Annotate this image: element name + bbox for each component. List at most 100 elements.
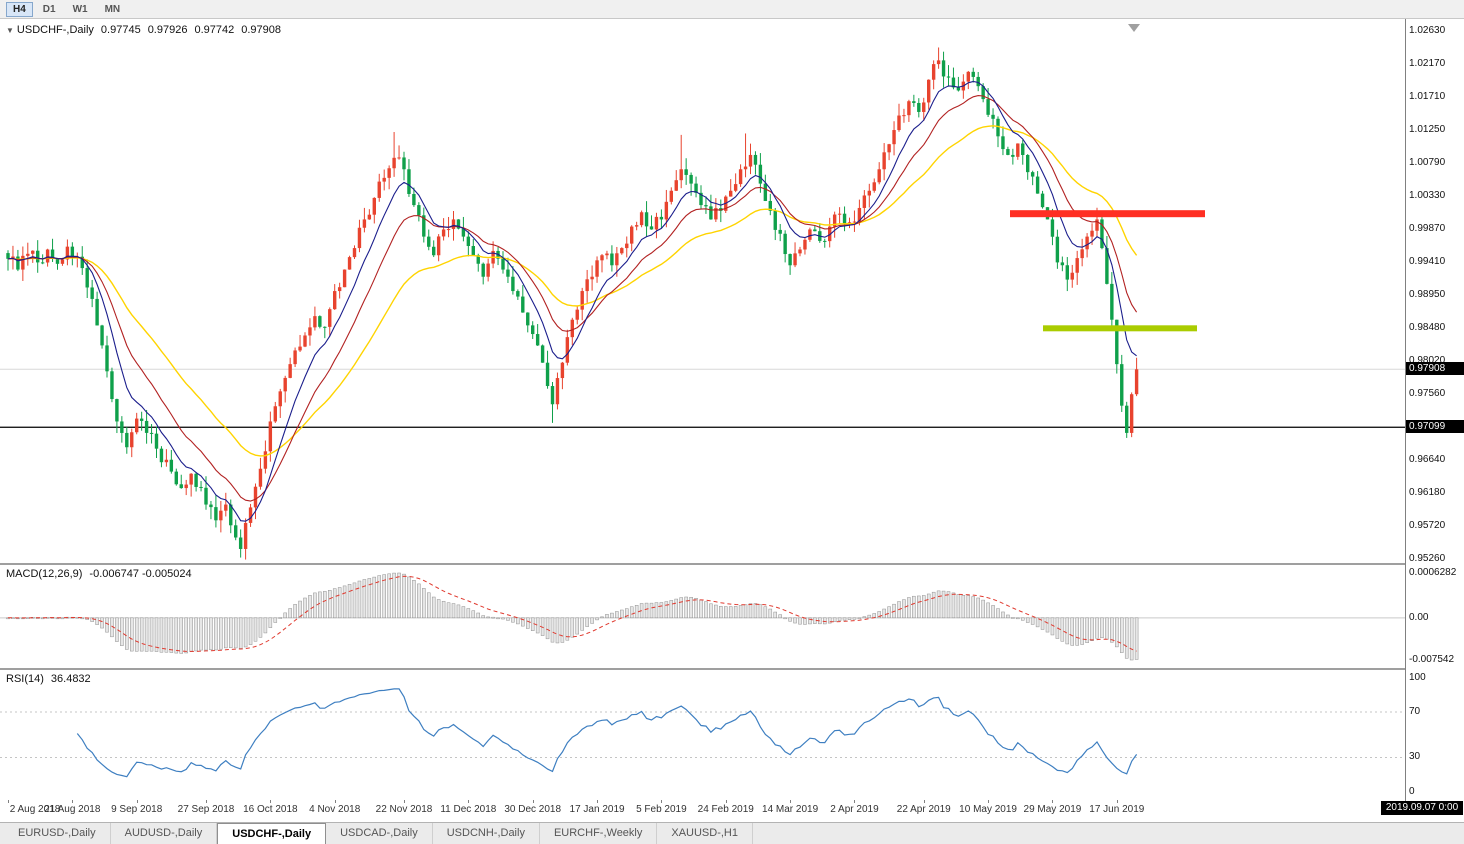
macd-axis-label: -0.007542 [1409, 654, 1455, 665]
timeframe-w1-button[interactable]: W1 [66, 2, 95, 17]
tab-audusd-daily[interactable]: AUDUSD-,Daily [111, 823, 218, 844]
tab-usdcnh-daily[interactable]: USDCNH-,Daily [433, 823, 540, 844]
time-axis[interactable]: 2 Aug 2018 21 Aug 2018 9 Sep 2018 27 Sep 20… [0, 800, 1405, 820]
date-tick-mark [1116, 800, 1118, 803]
date-tick-label: 21 Aug 2018 [44, 804, 101, 815]
ma-8-line [7, 80, 1137, 522]
macd-header: MACD(12,26,9) -0.006747 -0.005024 [6, 568, 192, 580]
date-tick-label: 22 Nov 2018 [375, 804, 433, 815]
resistance-line[interactable] [1010, 210, 1205, 218]
date-tick-mark [988, 800, 990, 803]
support-line[interactable] [1043, 325, 1197, 332]
date-tick-label: 10 May 2019 [959, 804, 1017, 815]
rsi-line [76, 688, 1138, 778]
chart-window: ▼ USDCHF-,Daily 0.97745 0.97926 0.97742 0.979… [0, 19, 1464, 820]
macd-values: -0.006747 -0.005024 [89, 568, 192, 580]
macd-canvas[interactable] [0, 565, 1405, 668]
price-tick-label: 1.00790 [1409, 156, 1446, 168]
current-price-badge: 0.97908 [1406, 362, 1464, 376]
price-tick-label: 0.95720 [1409, 520, 1446, 532]
price-tick-label: 0.97560 [1409, 388, 1446, 400]
date-tick-label: 30 Dec 2018 [504, 804, 562, 815]
price-tick-label: 0.98480 [1409, 322, 1446, 334]
ma-16-line [7, 95, 1138, 502]
candlesticks [6, 47, 1139, 560]
timeframe-h4-button[interactable]: H4 [6, 1, 33, 17]
symbol-label: USDCHF-,Daily [16, 24, 94, 36]
date-tick-mark [206, 800, 207, 803]
date-tick-mark [790, 800, 792, 803]
date-tick-label: 2 Aug 2018 [9, 804, 61, 815]
price-tick-label: 1.01710 [1409, 90, 1446, 102]
date-tick-label: 29 May 2019 [1023, 804, 1082, 815]
chevron-down-icon[interactable]: ▼ [6, 26, 14, 35]
date-tick-label: 9 Sep 2018 [111, 804, 163, 815]
moving-average-lines [7, 80, 1138, 522]
timeframe-d1-button[interactable]: D1 [36, 2, 63, 17]
date-tick-mark [1052, 800, 1054, 803]
date-tick-label: 22 Apr 2019 [896, 804, 951, 815]
price-tick-label: 1.02630 [1409, 25, 1446, 36]
tab-xauusd-h1[interactable]: XAUUSD-,H1 [657, 823, 753, 844]
date-tick-label: 2 Apr 2019 [830, 804, 879, 815]
price-axis[interactable]: 1.02630 1.02170 1.01710 1.01250 1.00790 1.003… [1405, 19, 1464, 801]
tab-eurusd-daily[interactable]: EURUSD-,Daily [4, 823, 111, 844]
date-tick-mark [334, 800, 336, 803]
date-tick-label: 24 Feb 2019 [697, 804, 754, 815]
date-tick-label: 17 Jan 2019 [569, 804, 625, 815]
tab-usdcad-daily[interactable]: USDCAD-,Daily [326, 823, 433, 844]
date-tick-mark [923, 800, 925, 803]
price-tick-label: 1.01250 [1409, 123, 1446, 135]
rsi-canvas[interactable] [0, 670, 1405, 800]
price-tick-label: 0.95260 [1409, 553, 1446, 564]
price-tick-label: 0.99410 [1409, 255, 1446, 267]
price-tick-label: 1.00330 [1409, 189, 1446, 201]
tab-usdchf-daily[interactable]: USDCHF-,Daily [217, 823, 327, 844]
price-tick-label: 1.02170 [1409, 57, 1446, 69]
macd-histogram [6, 572, 1139, 661]
date-tick-label: 11 Dec 2018 [440, 804, 497, 815]
rsi-axis-label: 70 [1409, 706, 1421, 718]
date-tick-mark [661, 800, 663, 803]
chart-shift-icon[interactable] [1128, 24, 1140, 32]
chart-tabs-bar: EURUSD-,Daily AUDUSD-,Daily USDCHF-,Daily U… [0, 822, 1464, 844]
macd-axis-label: 0.0006282 [1409, 567, 1457, 578]
date-tick-mark [404, 800, 405, 803]
macd-signal-line [8, 575, 1137, 652]
ma-34-line [7, 125, 1138, 457]
price-tick-label: 0.98950 [1409, 288, 1446, 300]
hline-price-badge: 0.97099 [1406, 420, 1464, 434]
rsi-axis-label: 0 [1409, 785, 1415, 797]
date-tick-label: 17 Jun 2019 [1089, 804, 1145, 815]
rsi-axis-label: 30 [1409, 751, 1421, 763]
price-tick-label: 0.98020 [1409, 355, 1446, 367]
date-tick-mark [854, 800, 856, 803]
price-tick-label: 0.96640 [1409, 454, 1446, 466]
rsi-axis-label: 100 [1409, 672, 1426, 683]
panel-separator[interactable] [0, 563, 1464, 565]
ohlc-low: 0.97742 [194, 24, 235, 36]
rsi-value: 36.4832 [50, 673, 91, 685]
price-chart-canvas[interactable] [0, 19, 1405, 563]
rsi-title: RSI(14) [6, 673, 44, 685]
timeframe-mn-button[interactable]: MN [98, 2, 128, 17]
date-tick-mark [136, 800, 138, 803]
chart-symbol-header: ▼ USDCHF-,Daily 0.97745 0.97926 0.97742 0.979… [6, 24, 281, 36]
price-tick-label: 0.99870 [1409, 222, 1446, 234]
date-tick-label: 4 Nov 2018 [309, 804, 361, 815]
ohlc-open: 0.97745 [100, 24, 141, 36]
date-tick-mark [270, 800, 272, 803]
time-badge: 2019.09.07 0:00 [1381, 801, 1463, 815]
date-tick-mark [468, 800, 470, 803]
rsi-header: RSI(14) 36.4832 [6, 673, 91, 685]
date-tick-label: 27 Sep 2018 [177, 804, 235, 815]
panel-separator[interactable] [0, 668, 1464, 670]
timeframe-toolbar: H4 D1 W1 MN [0, 0, 1464, 19]
date-tick-label: 14 Mar 2019 [762, 804, 819, 815]
price-tick-label: 0.96180 [1409, 487, 1446, 499]
macd-title: MACD(12,26,9) [6, 568, 83, 580]
date-tick-label: 5 Feb 2019 [636, 804, 687, 815]
date-tick-mark [8, 800, 9, 803]
tab-eurchf-weekly[interactable]: EURCHF-,Weekly [540, 823, 658, 844]
